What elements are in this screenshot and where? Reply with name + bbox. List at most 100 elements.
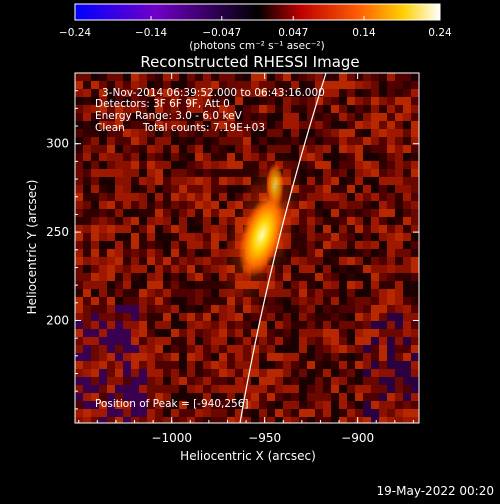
heatmap-cell	[347, 97, 355, 105]
heatmap-cell	[179, 233, 187, 241]
heatmap-cell	[403, 249, 411, 257]
heatmap-cell	[171, 105, 179, 113]
heatmap-cell	[75, 89, 83, 97]
heatmap-cell	[187, 73, 195, 81]
heatmap-cell	[227, 105, 235, 113]
heatmap-cell	[403, 385, 411, 393]
heatmap-cell	[307, 97, 315, 105]
heatmap-cell	[99, 73, 107, 81]
heatmap-cell	[411, 265, 419, 273]
heatmap-cell	[171, 393, 179, 401]
heatmap-cell	[123, 353, 131, 361]
heatmap-cell	[147, 361, 155, 369]
heatmap-cell	[91, 393, 99, 401]
heatmap-cell	[339, 417, 347, 423]
heatmap-cell	[227, 129, 235, 137]
heatmap-cell	[403, 145, 411, 153]
heatmap-cell	[283, 329, 291, 337]
heatmap-cell	[411, 417, 419, 423]
heatmap-cell	[99, 305, 107, 313]
heatmap-cell	[371, 329, 379, 337]
heatmap-cell	[211, 353, 219, 361]
heatmap-cell	[355, 249, 363, 257]
heatmap-cell	[339, 233, 347, 241]
heatmap-cell	[355, 361, 363, 369]
heatmap-cell	[123, 153, 131, 161]
heatmap-cell	[75, 105, 83, 113]
heatmap-cell	[115, 201, 123, 209]
heatmap-cell	[131, 289, 139, 297]
heatmap-cell	[227, 137, 235, 145]
heatmap-cell	[131, 329, 139, 337]
heatmap-cell	[299, 105, 307, 113]
heatmap-cell	[363, 313, 371, 321]
heatmap-cell	[395, 385, 403, 393]
heatmap-cell	[187, 369, 195, 377]
heatmap-cell	[107, 257, 115, 265]
heatmap-cell	[75, 121, 83, 129]
heatmap-cell	[75, 209, 83, 217]
heatmap-cell	[411, 241, 419, 249]
heatmap-cell	[387, 249, 395, 257]
heatmap-cell	[379, 153, 387, 161]
heatmap-cell	[347, 249, 355, 257]
heatmap-cell	[139, 225, 147, 233]
heatmap-cell	[339, 105, 347, 113]
heatmap-cell	[235, 137, 243, 145]
heatmap-cell	[259, 145, 267, 153]
heatmap-cell	[299, 369, 307, 377]
heatmap-cell	[115, 89, 123, 97]
heatmap-cell	[155, 153, 163, 161]
heatmap-cell	[75, 281, 83, 289]
heatmap-cell	[163, 313, 171, 321]
heatmap-cell	[107, 281, 115, 289]
heatmap-cell	[379, 385, 387, 393]
heatmap-cell	[395, 417, 403, 423]
heatmap-cell	[411, 177, 419, 185]
heatmap-cell	[155, 257, 163, 265]
heatmap-cell	[235, 89, 243, 97]
heatmap-cell	[219, 361, 227, 369]
heatmap-cell	[179, 273, 187, 281]
heatmap-cell	[203, 249, 211, 257]
heatmap-cell	[403, 105, 411, 113]
heatmap-cell	[83, 313, 91, 321]
heatmap-cell	[331, 313, 339, 321]
heatmap-cell	[115, 193, 123, 201]
heatmap-cell	[99, 217, 107, 225]
heatmap-cell	[355, 329, 363, 337]
heatmap-cell	[107, 241, 115, 249]
heatmap-cell	[235, 121, 243, 129]
heatmap-cell	[155, 241, 163, 249]
heatmap-cell	[331, 193, 339, 201]
heatmap-cell	[267, 137, 275, 145]
heatmap-cell	[91, 73, 99, 81]
heatmap-cell	[363, 289, 371, 297]
heatmap-cell	[387, 345, 395, 353]
heatmap-cell	[227, 113, 235, 121]
heatmap-cell	[283, 313, 291, 321]
heatmap-cell	[195, 177, 203, 185]
heatmap-cell	[187, 105, 195, 113]
heatmap-cell	[387, 401, 395, 409]
heatmap-cell	[379, 73, 387, 81]
heatmap-cell	[355, 257, 363, 265]
heatmap-cell	[395, 161, 403, 169]
heatmap-cell	[163, 249, 171, 257]
heatmap-cell	[363, 201, 371, 209]
heatmap-cell	[147, 289, 155, 297]
heatmap-cell	[395, 281, 403, 289]
heatmap-cell	[123, 345, 131, 353]
heatmap-cell	[371, 289, 379, 297]
heatmap-cell	[403, 337, 411, 345]
heatmap-cell	[275, 361, 283, 369]
heatmap-cell	[195, 393, 203, 401]
heatmap-cell	[403, 409, 411, 417]
heatmap-cell	[147, 281, 155, 289]
heatmap-cell	[315, 281, 323, 289]
heatmap-cell	[315, 321, 323, 329]
heatmap-cell	[251, 161, 259, 169]
heatmap-cell	[307, 313, 315, 321]
heatmap-cell	[155, 233, 163, 241]
heatmap-cell	[179, 177, 187, 185]
